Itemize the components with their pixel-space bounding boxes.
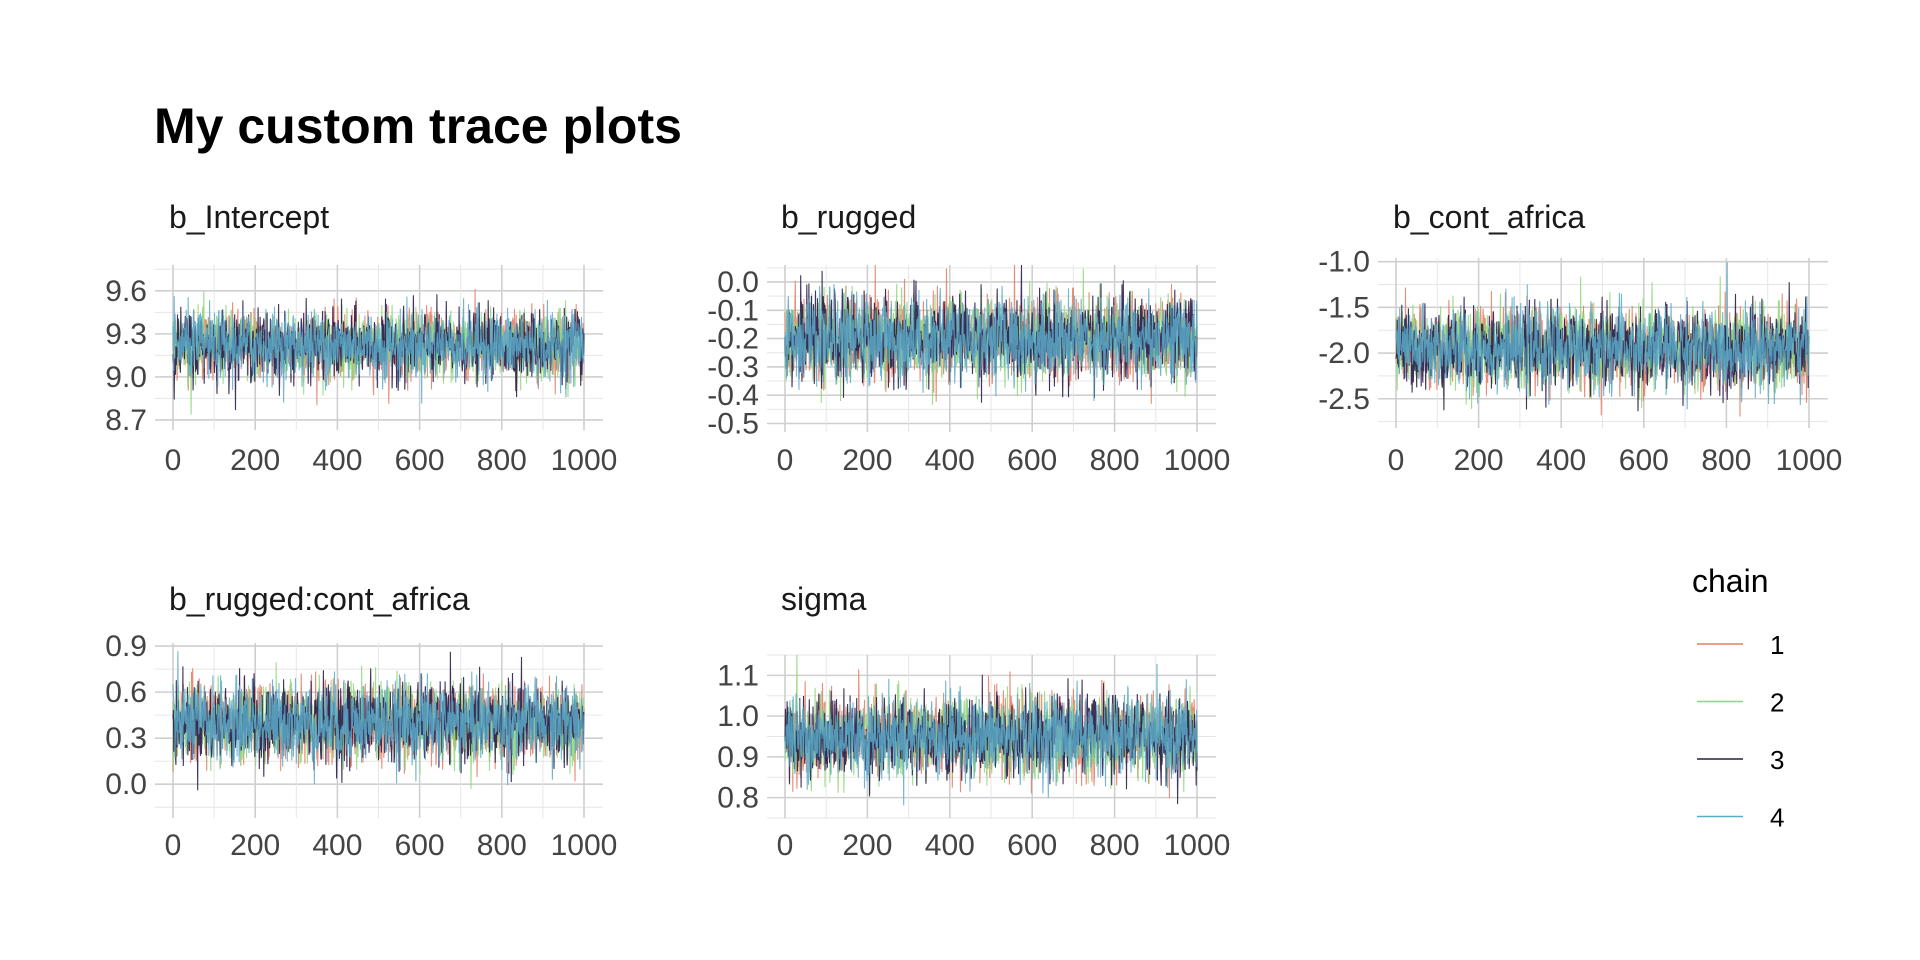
x-tick-label: 600 — [395, 829, 445, 862]
y-tick-label: -1.0 — [1318, 246, 1370, 279]
x-tick-label: 600 — [1007, 829, 1057, 862]
x-tick-label: 400 — [312, 829, 362, 862]
x-tick-label: 800 — [1090, 444, 1140, 477]
trace-chain-4 — [784, 663, 1198, 806]
panel-title: b_rugged:cont_africa — [169, 581, 470, 617]
legend-label-chain-3: 3 — [1770, 745, 1784, 775]
trace-chain-4 — [1395, 262, 1810, 410]
x-tick-label: 400 — [312, 444, 362, 477]
trace-chain-4 — [172, 651, 585, 786]
y-tick-label: 1.1 — [717, 659, 759, 692]
x-tick-label: 800 — [477, 829, 527, 862]
y-tick-label: 8.7 — [105, 404, 147, 437]
legend: chain 1 2 3 4 — [1692, 563, 1784, 833]
x-tick-label: 800 — [477, 444, 527, 477]
y-tick-label: 0.9 — [105, 630, 147, 663]
y-tick-label: 0.9 — [717, 741, 759, 774]
x-tick-label: 800 — [1701, 444, 1751, 477]
y-tick-label: 1.0 — [717, 700, 759, 733]
x-tick-label: 0 — [777, 444, 794, 477]
x-tick-label: 600 — [395, 444, 445, 477]
y-tick-label: -0.5 — [707, 408, 759, 441]
legend-label-chain-4: 4 — [1770, 803, 1784, 833]
y-tick-label: 9.3 — [105, 318, 147, 351]
y-tick-label: -2.0 — [1318, 337, 1370, 370]
y-tick-label: -2.5 — [1318, 383, 1370, 416]
x-tick-label: 1000 — [1164, 444, 1231, 477]
x-tick-label: 200 — [230, 444, 280, 477]
x-tick-label: 0 — [777, 829, 794, 862]
legend-label-chain-1: 1 — [1770, 630, 1784, 660]
x-tick-label: 400 — [925, 829, 975, 862]
x-tick-label: 400 — [925, 444, 975, 477]
panel-b-cont-africa: b_cont_africa -2.5 -2.0 -1.5 -1.0 0 200 400 600 8… — [1318, 199, 1842, 477]
y-tick-label: 0.3 — [105, 722, 147, 755]
x-tick-label: 1000 — [1776, 444, 1843, 477]
x-tick-label: 1000 — [551, 444, 618, 477]
x-tick-label: 200 — [842, 829, 892, 862]
y-tick-label: 9.6 — [105, 275, 147, 308]
panel-b-rugged: b_rugged -0.5-0.4-0.3-0.2-0.10.0 0 200 400 60… — [707, 199, 1230, 477]
panel-title: sigma — [781, 581, 867, 617]
panel-title: b_rugged — [781, 199, 916, 235]
x-tick-label: 0 — [165, 829, 182, 862]
panel-sigma: sigma 0.8 0.9 1.0 1.1 0 200 400 600 800 1000 — [717, 581, 1230, 862]
y-tick-label: 9.0 — [105, 361, 147, 394]
figure-title: My custom trace plots — [154, 98, 682, 154]
y-tick-label: 0.0 — [717, 266, 759, 299]
y-tick-label: -0.3 — [707, 351, 759, 384]
x-tick-label: 200 — [230, 829, 280, 862]
x-tick-label: 200 — [1454, 444, 1504, 477]
y-tick-label: -0.4 — [707, 379, 759, 412]
trace-chain-4 — [784, 283, 1198, 402]
y-tick-label: -1.5 — [1318, 291, 1370, 324]
x-tick-label: 600 — [1007, 444, 1057, 477]
panel-title: b_Intercept — [169, 199, 329, 235]
legend-label-chain-2: 2 — [1770, 688, 1784, 718]
y-tick-label: 0.6 — [105, 676, 147, 709]
x-tick-label: 1000 — [551, 829, 618, 862]
y-tick-label: -0.1 — [707, 294, 759, 327]
panel-title: b_cont_africa — [1393, 199, 1585, 235]
x-tick-label: 600 — [1619, 444, 1669, 477]
legend-title: chain — [1692, 563, 1769, 599]
x-tick-label: 200 — [842, 444, 892, 477]
y-tick-label: 0.0 — [105, 768, 147, 801]
y-tick-label: -0.2 — [707, 323, 759, 356]
panel-b-rugged-cont-africa: b_rugged:cont_africa 0.0 0.3 0.6 0.9 0 200 400 6… — [105, 581, 617, 862]
x-tick-label: 0 — [1388, 444, 1405, 477]
trace-chain-4 — [172, 296, 585, 404]
x-tick-label: 1000 — [1164, 829, 1231, 862]
x-tick-label: 0 — [165, 444, 182, 477]
x-tick-label: 800 — [1090, 829, 1140, 862]
x-tick-label: 400 — [1536, 444, 1586, 477]
y-tick-label: 0.8 — [717, 782, 759, 815]
panel-b-intercept: b_Intercept 8.7 9.0 9.3 9.6 0 200 400 600 800 1000 — [105, 199, 617, 477]
